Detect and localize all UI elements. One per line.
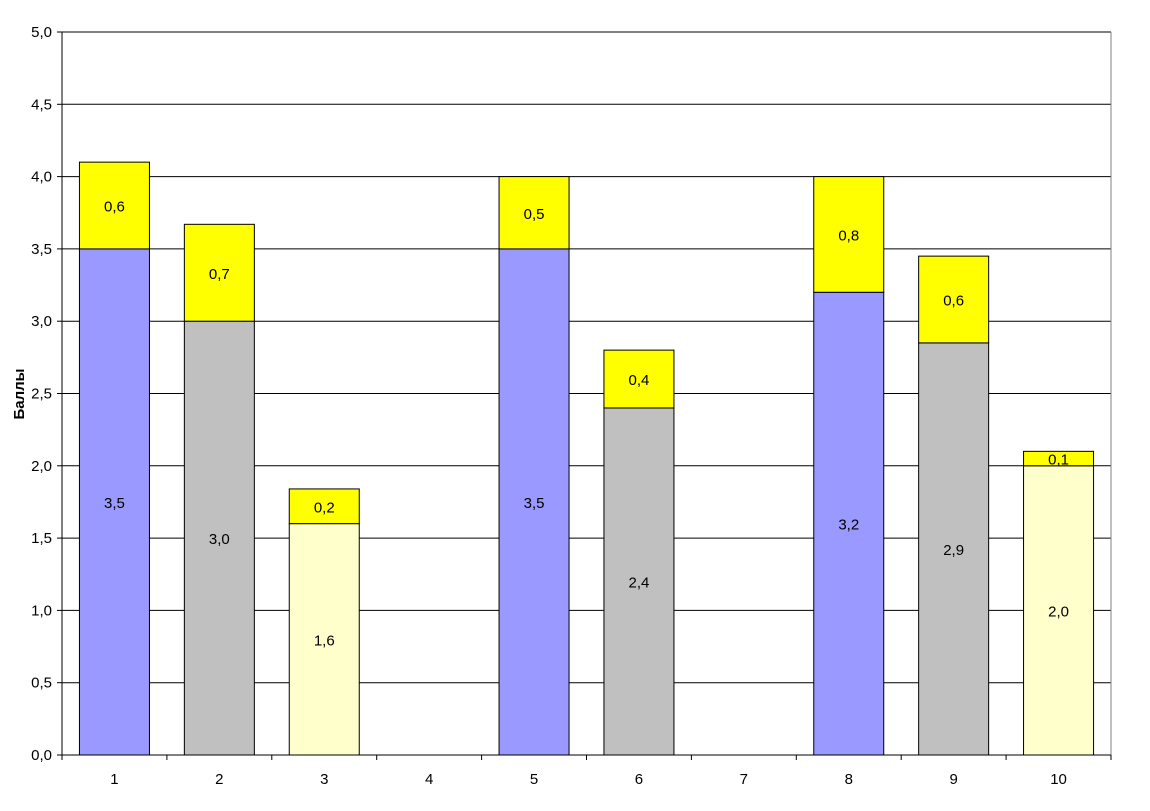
- bar-base-segment: [78, 248, 150, 756]
- data-label-top: 0,7: [209, 266, 230, 283]
- bar-base-segment: [918, 342, 990, 756]
- y-tick-label: 4,5: [31, 96, 52, 113]
- y-tick-label: 4,0: [31, 169, 52, 186]
- data-label-top: 0,1: [1048, 452, 1069, 469]
- data-label-top: 0,4: [629, 372, 650, 389]
- data-label-base: 3,2: [838, 517, 859, 534]
- y-tick-label: 5,0: [31, 24, 52, 41]
- bar-top-segment: [78, 161, 150, 250]
- x-tick-label: 3: [320, 771, 328, 788]
- bar-top-segment: [1023, 450, 1095, 467]
- bar-top-segment: [603, 349, 675, 409]
- x-tick-label: 5: [530, 771, 538, 788]
- x-tick-label: 8: [845, 771, 853, 788]
- x-tick-label: 2: [215, 771, 223, 788]
- bars: [78, 161, 1095, 756]
- data-label-base: 2,9: [943, 542, 964, 559]
- bar-base-segment: [1023, 465, 1095, 756]
- bar-base-segment: [183, 320, 255, 756]
- data-label-base: 2,0: [1048, 603, 1069, 620]
- data-label-base: 2,4: [629, 574, 650, 591]
- bar-base-segment: [288, 523, 360, 756]
- data-label-top: 0,5: [524, 206, 545, 223]
- x-tick-label: 6: [635, 771, 643, 788]
- y-tick-label: 3,0: [31, 313, 52, 330]
- y-tick-label: 2,5: [31, 386, 52, 403]
- data-label-base: 3,5: [104, 495, 125, 512]
- y-tick-label: 0,5: [31, 675, 52, 692]
- x-tick-label: 7: [740, 771, 748, 788]
- y-tick-label: 1,5: [31, 530, 52, 547]
- y-tick-label: 2,0: [31, 458, 52, 475]
- bar-top-segment: [813, 176, 885, 293]
- data-label-top: 0,6: [104, 199, 125, 216]
- data-label-top: 0,2: [314, 499, 335, 516]
- x-tick-label: 4: [425, 771, 433, 788]
- x-tick-label: 1: [110, 771, 118, 788]
- bar-top-segment: [918, 255, 990, 344]
- y-axis-label: Баллы: [11, 369, 28, 420]
- bar-top-segment: [498, 176, 570, 250]
- x-tick-label: 10: [1050, 771, 1067, 788]
- data-labels: 3,5 0,6 3,0 0,7 1,6 0,2 3,5 0,5 2,4 0,4 3,2 0,8 2,9 0…: [104, 199, 1069, 650]
- axes: 0,0 0,5 1,0 1,5 2,0 2,5 3,0 3,5 4,0 4,5 5,0 1 2 3 4 5 6 7…: [31, 24, 1112, 788]
- bar-base-segment: [603, 407, 675, 756]
- data-label-top: 0,8: [838, 227, 859, 244]
- y-tick-label: 1,0: [31, 602, 52, 619]
- data-label-top: 0,6: [943, 293, 964, 310]
- y-tick-label: 0,0: [31, 747, 52, 764]
- data-label-base: 3,0: [209, 531, 230, 548]
- bar-base-segment: [498, 248, 570, 756]
- y-tick-label: 3,5: [31, 241, 52, 258]
- bar-top-segment: [288, 488, 360, 525]
- bar-top-segment: [183, 223, 255, 322]
- x-tick-label: 9: [949, 771, 957, 788]
- bar-base-segment: [813, 291, 885, 756]
- data-label-base: 1,6: [314, 632, 335, 649]
- data-label-base: 3,5: [524, 495, 545, 512]
